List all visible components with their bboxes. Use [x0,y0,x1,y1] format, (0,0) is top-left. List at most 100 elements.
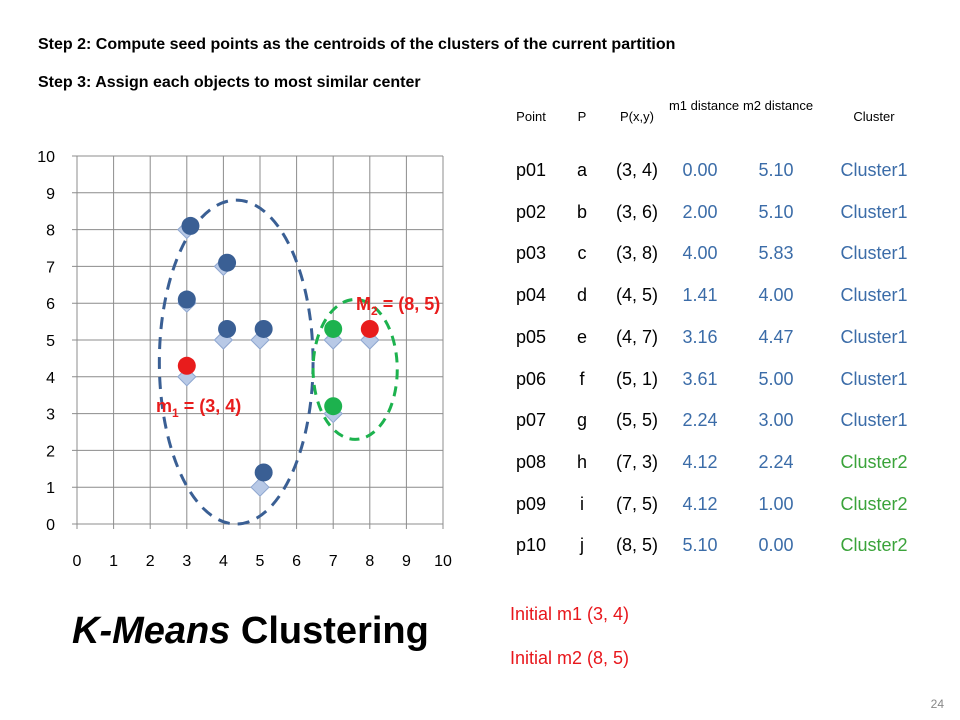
row-p04-d2: 4.00 [758,285,794,306]
title-italic: K-Means [72,610,231,652]
y-tick-label-3: 3 [46,407,55,424]
row-p09-pxy: (7, 5) [615,493,658,514]
row-p02-pxy: (3, 6) [615,201,658,222]
row-p02-p: b [576,201,587,222]
row-p01-pxy: (3, 4) [615,160,658,180]
row-p03-d2: 5.83 [758,243,794,264]
row-p03-cluster: Cluster1 [840,243,908,264]
row-p09-d2: 1.00 [758,493,794,514]
page-number: 24 [930,697,944,711]
x-tick-label-1: 1 [109,553,118,570]
row-p07-point: p07 [515,410,547,431]
header-cluster: Cluster [853,109,895,124]
row-p08-d2: 2.24 [758,451,794,472]
row-p05-pxy: (4, 7) [615,326,658,347]
cluster1-marker-5 [254,319,273,338]
row-p05-cluster: Cluster1 [840,326,908,347]
initial-m1: Initial m1 (3, 4) [510,604,630,624]
row-p04-p: d [576,285,587,306]
y-tick-label-6: 6 [46,296,55,313]
row-p06-cluster: Cluster1 [840,368,908,389]
initial-m2: Initial m2 (8, 5) [510,648,630,668]
row-p08-p: h [576,451,587,472]
row-p03-pxy: (3, 8) [615,243,658,264]
row-p05-p: e [576,326,587,347]
row-p04-point: p04 [515,285,547,306]
row-p02-d1: 2.00 [682,201,718,222]
row-p09-point: p09 [515,493,547,514]
centroid-label-2: M2 = (8, 5) [356,294,440,318]
x-tick-label-5: 5 [256,553,265,570]
row-p05-point: p05 [515,326,547,347]
row-p02-d2: 5.10 [758,201,794,222]
row-p05-d2: 4.47 [758,326,794,347]
row-p10-cluster: Cluster2 [840,535,908,556]
cluster1-marker-4 [218,319,237,338]
x-tick-label-6: 6 [292,553,301,570]
row-p07-d2: 3.00 [758,410,794,431]
x-tick-label-3: 3 [182,553,191,570]
row-p10-d1: 5.10 [682,535,718,556]
row-p08-pxy: (7, 3) [615,451,658,472]
row-p07-p: g [576,410,587,431]
row-p01-cluster: Cluster1 [840,160,908,180]
header-point: Point [516,109,546,124]
y-tick-label-10: 10 [37,149,55,166]
row-p09-cluster: Cluster2 [840,493,908,514]
cluster1-ellipse [157,198,315,526]
cluster1-marker-6 [254,463,273,482]
row-p03-p: c [577,243,587,264]
x-tick-label-7: 7 [329,553,338,570]
cluster2-marker-1 [324,319,343,338]
centroid-label-1: m1 = (3, 4) [156,396,241,420]
row-p02-cluster: Cluster1 [840,201,908,222]
y-tick-label-4: 4 [46,370,55,387]
header-m2-distance: m2 distance [742,98,814,113]
row-p01-d1: 0.00 [682,160,718,180]
row-p01-d2: 5.10 [758,160,794,180]
y-tick-label-1: 1 [46,480,55,497]
y-tick-label-9: 9 [46,186,55,203]
row-p06-point: p06 [515,368,547,389]
x-tick-label-4: 4 [219,553,228,570]
data-point-6 [250,477,270,497]
row-p06-d1: 3.61 [682,368,718,389]
x-tick-label-8: 8 [365,553,374,570]
row-p07-d1: 2.24 [682,410,718,431]
row-p06-p: f [579,368,585,389]
slide-title: K-Means Clustering [72,610,429,653]
x-tick-label-0: 0 [73,553,82,570]
row-p01-p: a [576,160,587,180]
row-p09-p: i [580,493,584,514]
y-tick-label-5: 5 [46,333,55,350]
row-p07-cluster: Cluster1 [840,410,908,431]
row-p10-d2: 0.00 [758,535,794,556]
x-tick-label-2: 2 [146,553,155,570]
cluster1-marker-1 [181,216,200,235]
row-p08-point: p08 [515,451,547,472]
row-p02-point: p02 [515,201,547,222]
cluster2-ellipse [311,298,399,441]
row-p10-point: p10 [515,535,547,556]
row-p06-pxy: (5, 1) [615,368,658,389]
row-p03-point: p03 [515,243,547,264]
step-3-text: Step 3: Assign each objects to most simi… [38,74,421,91]
y-tick-label-8: 8 [46,223,55,240]
header-p: P [577,109,587,124]
row-p04-d1: 1.41 [682,285,718,306]
cluster1-marker-3 [177,290,196,309]
row-p08-d1: 4.12 [682,451,718,472]
x-tick-label-9: 9 [402,553,411,570]
step-2-text: Step 2: Compute seed points as the centr… [38,36,676,53]
centroid-marker-1 [177,356,196,375]
y-tick-label-0: 0 [46,517,55,534]
x-tick-label-10: 10 [434,553,452,570]
row-p10-p: j [580,535,584,556]
y-tick-label-2: 2 [46,443,55,460]
row-p04-cluster: Cluster1 [840,285,908,306]
row-p10-pxy: (8, 5) [615,535,658,556]
row-p05-d1: 3.16 [682,326,718,347]
cluster2-marker-2 [324,397,343,416]
row-p04-pxy: (4, 5) [615,285,658,306]
